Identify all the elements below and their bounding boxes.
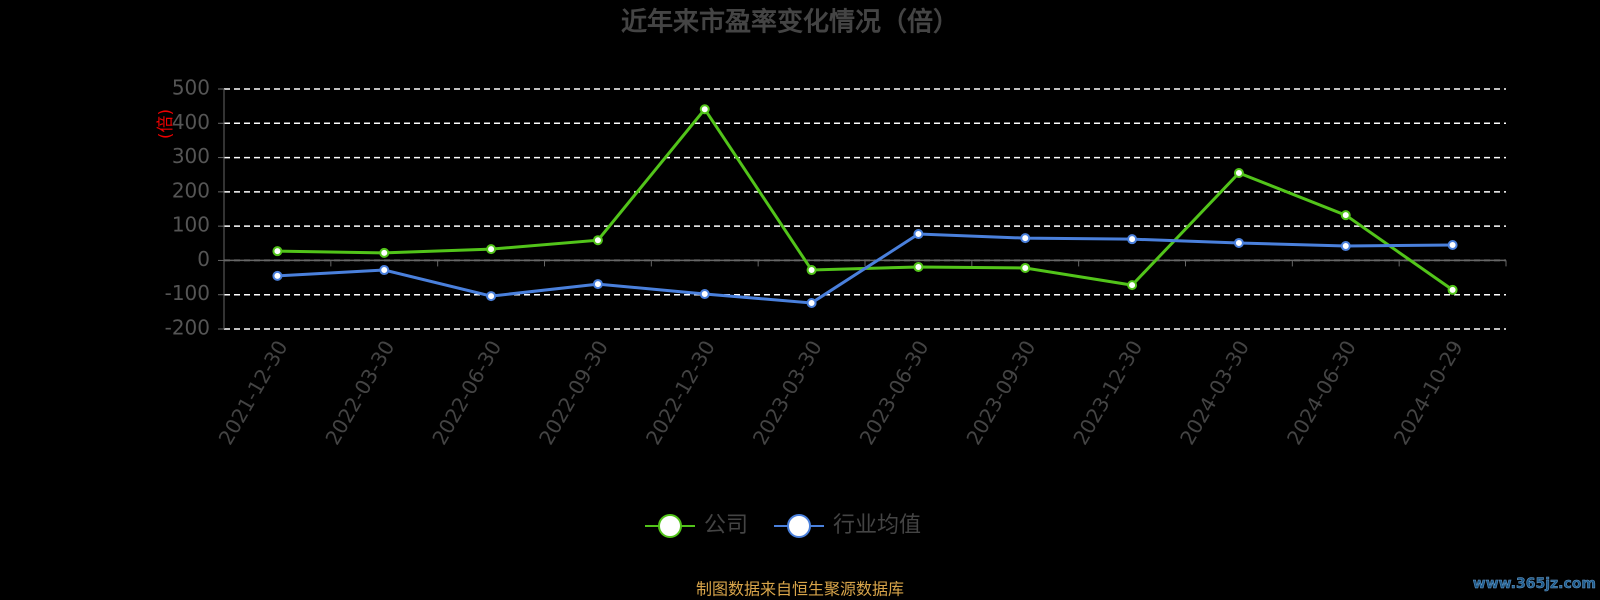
data-point: [913, 229, 924, 240]
watermark: www.365jz.com: [1473, 576, 1596, 592]
data-point: [1020, 233, 1031, 244]
data-point: [379, 265, 390, 276]
data-point: [486, 291, 497, 302]
series-line: [277, 232, 1453, 305]
data-point: [699, 289, 710, 300]
data-point: [379, 247, 390, 258]
data-point: [1233, 168, 1244, 178]
data-point: [272, 246, 283, 257]
y-tick-label: 500: [172, 76, 210, 100]
y-tick-label: 300: [172, 144, 210, 168]
data-point: [806, 265, 817, 276]
data-point: [913, 261, 924, 272]
data-point: [592, 279, 603, 290]
data-point: [1447, 284, 1458, 295]
data-point: [1127, 280, 1138, 291]
data-point: [1340, 241, 1351, 252]
y-tick-label: 0: [197, 247, 210, 271]
legend-marker: [658, 514, 682, 538]
legend-label: 公司: [704, 513, 748, 538]
legend-label: 行业均值: [833, 513, 921, 538]
y-tick-label: 200: [172, 178, 210, 202]
data-point: [806, 297, 817, 308]
chart-title: 近年来市盈率变化情况（倍）: [621, 7, 959, 38]
data-point: [1447, 240, 1458, 250]
legend-marker: [787, 514, 812, 538]
data-point: [1127, 234, 1138, 245]
y-tick-label: 400: [172, 110, 210, 134]
data-point: [1233, 237, 1244, 248]
data-point: [1340, 210, 1351, 221]
y-tick-label: -200: [165, 316, 210, 340]
data-point: [699, 104, 710, 115]
data-point: [592, 235, 603, 246]
y-axis-label: (倍): [156, 109, 176, 139]
y-tick-label: -100: [165, 281, 210, 305]
y-tick-label: 100: [172, 213, 210, 237]
data-point: [1020, 262, 1031, 273]
data-point: [486, 244, 497, 255]
data-point: [272, 270, 283, 281]
source-note: 制图数据来自恒生聚源数据库: [696, 580, 904, 599]
